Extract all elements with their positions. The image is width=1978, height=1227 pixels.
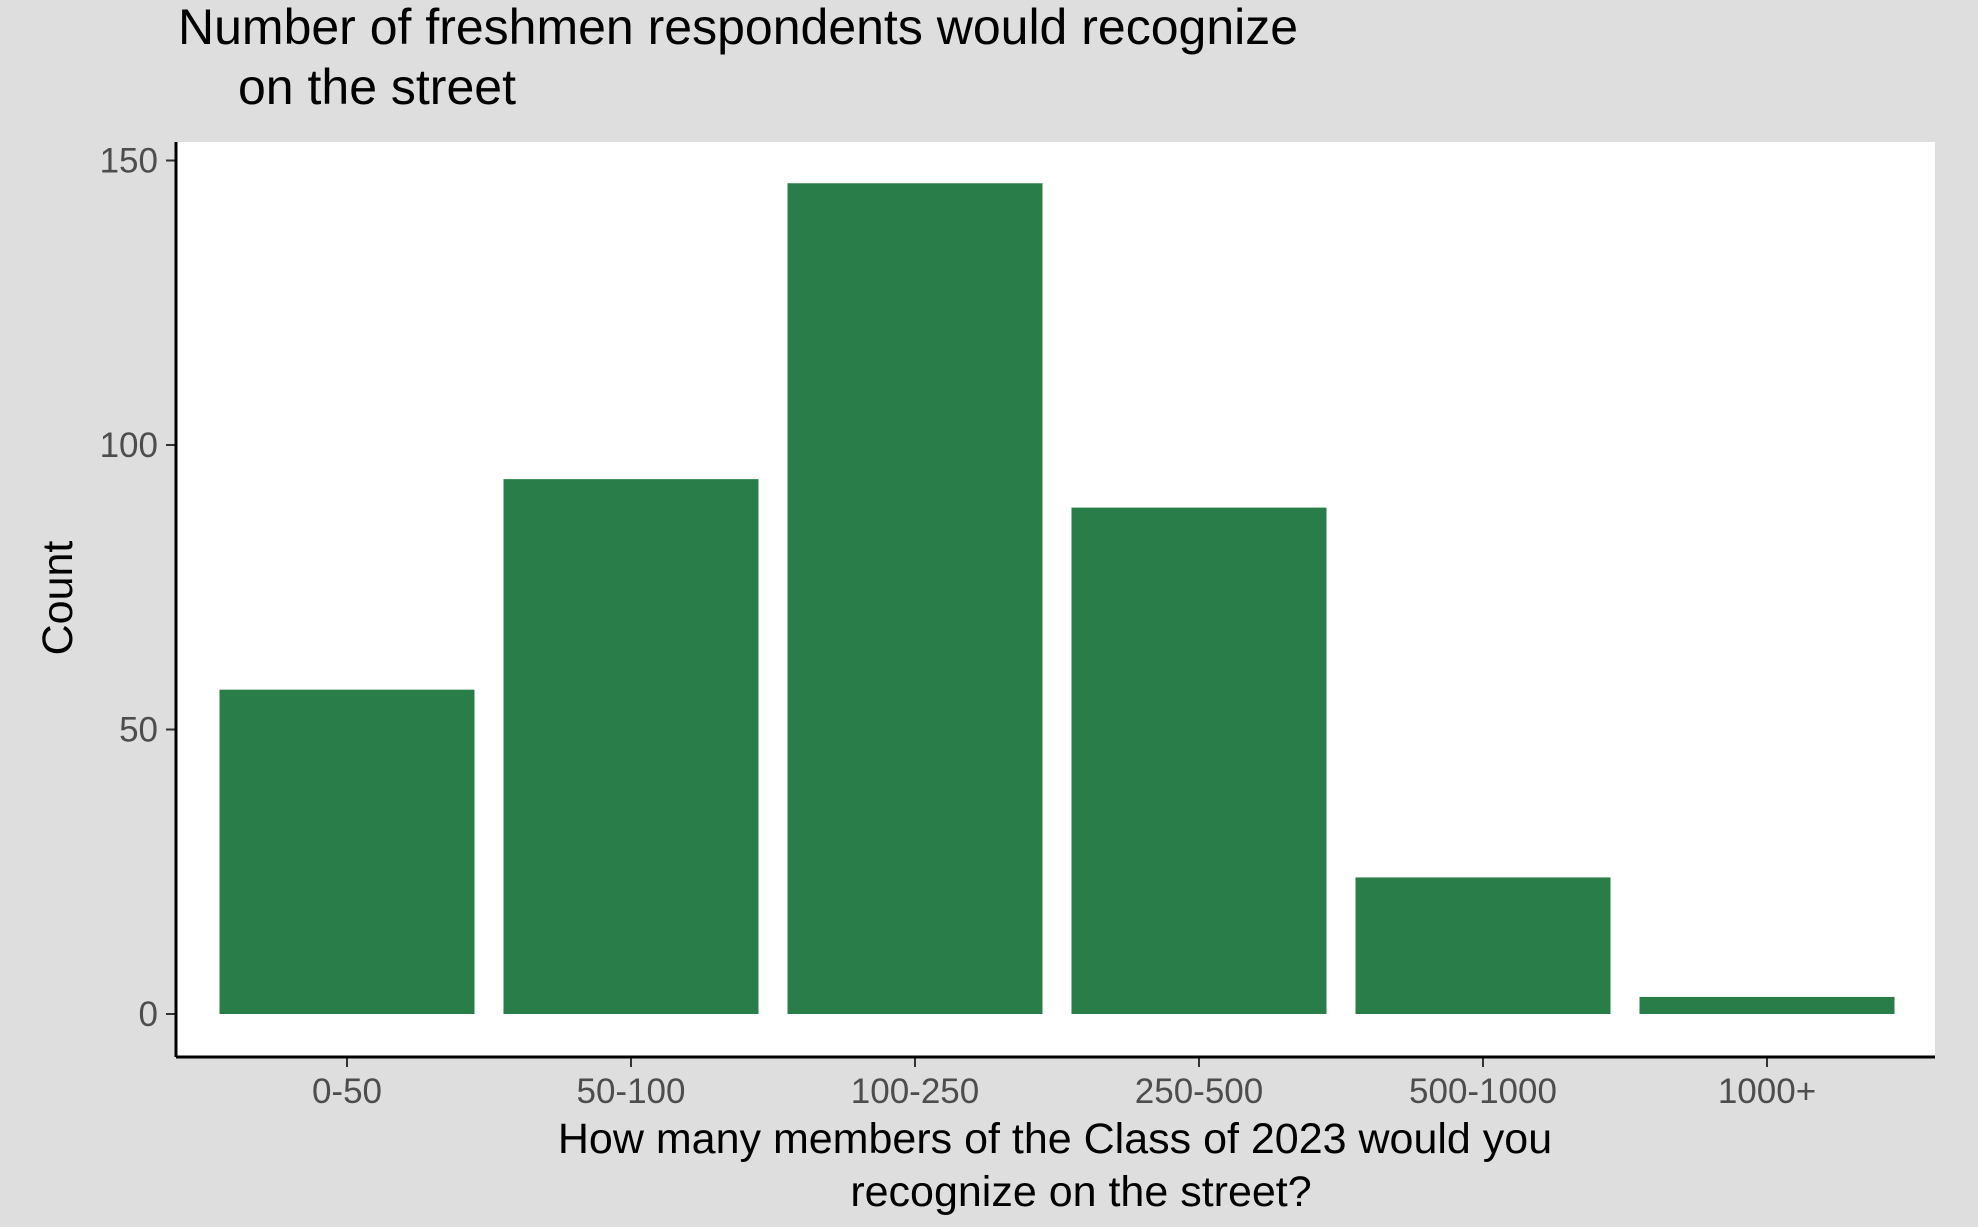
x-tick-label: 1000+	[1718, 1072, 1816, 1111]
bar-0-50	[219, 689, 475, 1014]
bar-50-100	[503, 479, 759, 1014]
y-tick-label: 150	[100, 142, 158, 181]
chart-title-line-1: Number of freshmen respondents would rec…	[178, 0, 1298, 55]
y-axis-ticks: 0 50 100 150	[100, 142, 176, 1034]
bar-series	[219, 183, 1895, 1014]
bar-250-500	[1071, 507, 1327, 1014]
x-axis-label-line-1: How many members of the Class of 2023 wo…	[558, 1115, 1552, 1163]
y-tick-label: 50	[119, 711, 158, 750]
x-tick-label: 500-1000	[1409, 1072, 1557, 1111]
y-tick-label: 100	[100, 426, 158, 465]
x-axis-ticks: 0-50 50-100 100-250 250-500 500-1000 1000+	[312, 1057, 1816, 1111]
x-tick-label: 50-100	[577, 1072, 686, 1111]
x-tick-label: 100-250	[851, 1072, 979, 1111]
bar-500-1000	[1355, 877, 1611, 1014]
x-axis-label-line-2: recognize on the street?	[850, 1168, 1311, 1216]
bar-1000+	[1639, 996, 1895, 1014]
y-axis-label: Count	[34, 541, 82, 656]
x-tick-label: 0-50	[312, 1072, 382, 1111]
x-tick-label: 250-500	[1135, 1072, 1263, 1111]
bar-100-250	[787, 183, 1043, 1014]
chart-title-line-2: on the street	[238, 59, 516, 115]
y-tick-label: 0	[139, 995, 158, 1034]
